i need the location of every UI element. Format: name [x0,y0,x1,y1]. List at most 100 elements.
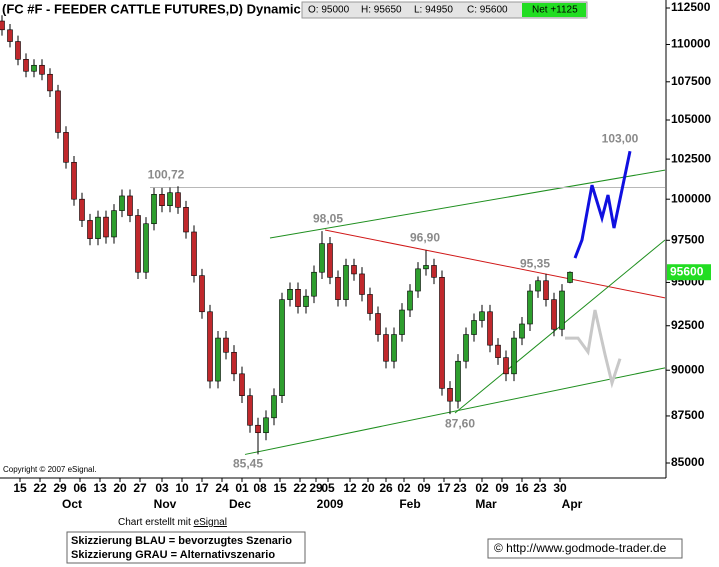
candle-body [335,277,341,300]
candle-body [303,295,309,307]
last-price-box [667,264,711,281]
x-tick-label: 05 [321,481,335,495]
y-tick-label: 110000 [671,37,711,51]
annotation-label: 95,35 [520,257,550,271]
candle-body [223,337,229,353]
candle-body [471,320,477,335]
y-tick-label: 97500 [671,232,705,246]
candle-body [239,373,245,396]
y-tick-label: 87500 [671,408,705,422]
x-tick-label: 20 [361,481,375,495]
candle-body [535,280,541,292]
y-tick-label: 92500 [671,318,705,332]
candle-body [527,290,533,325]
source: © http://www.godmode-trader.de [494,541,667,555]
candle-body [543,280,549,300]
annotation-label: 100,72 [148,168,185,182]
candle-body [183,207,189,233]
candle-body [439,277,445,389]
candle-body [495,344,501,358]
x-tick-label: 15 [273,481,287,495]
month-label: Dec [229,497,251,511]
x-tick-label: 20 [113,481,127,495]
candle-body [87,220,93,239]
candle-body [279,299,285,396]
candle-body [319,243,325,273]
x-tick-label: 09 [495,481,509,495]
legend-note: Skizzierung BLAU = bevorzugtes Szenario [71,535,292,547]
last-price-label: 95600 [670,264,704,278]
x-tick-label: 10 [175,481,189,495]
x-tick-label: 03 [155,481,169,495]
y-tick-label: 102500 [671,151,711,165]
candle-body [375,313,381,335]
candle-body [247,395,253,426]
candle-body [199,275,205,313]
y-tick-label: 85000 [671,455,705,469]
trend-line [565,309,622,389]
source-box [487,538,683,559]
x-tick-label: 02 [475,481,489,495]
legend-notes-box [66,531,306,564]
trend-line [244,367,666,455]
y-tick-label: 112500 [671,0,711,14]
copyright: Copyright © 2007 eSignal. [3,465,97,474]
candle-body [263,417,269,434]
candle-body [255,424,261,434]
candle-body [0,20,5,31]
candle-body [271,395,277,419]
candle-body [447,388,453,402]
candle-body [23,59,29,72]
candle-body [15,41,21,60]
month-label: 2009 [317,497,344,511]
chart-title: (FC #F - FEEDER CATTLE FUTURES,D) Dynami… [2,1,304,16]
x-tick-label: 16 [515,481,529,495]
y-tick-label: 105000 [671,112,711,126]
trend-line [573,150,632,259]
candle-body [487,311,493,346]
candle-body [175,192,181,208]
candle-body [231,351,237,375]
candle-body [103,216,109,238]
quote-open: O: 95000 [308,5,350,16]
quote-low: L: 94950 [414,5,453,16]
candle-body [551,299,557,330]
candle-body [295,289,301,307]
annotation-label: 87,60 [445,416,475,430]
credit-prefix: Chart erstellt mit [118,517,194,528]
x-tick-label: 01 [235,481,249,495]
y-tick-label: 90000 [671,362,705,376]
quote-box: O: 95000 H: 95650 L: 94950 C: 95600 Net … [301,1,588,19]
x-tick-label: 29 [53,481,67,495]
trend-line [269,169,666,239]
candle-body [359,273,365,295]
candle-body [215,337,221,382]
candle-body [111,210,117,238]
candle-body [479,311,485,321]
annotation-label: 98,05 [313,211,343,225]
candle-body [311,271,317,297]
candle-body [455,360,461,402]
candle-body [287,289,293,300]
candle-body [399,309,405,335]
candle-body [159,194,165,206]
candle-body [207,311,213,382]
candle-body [151,194,157,225]
legend-note: Skizzierung GRAU = Alternativszenario [71,549,275,561]
x-tick-label: 23 [533,481,547,495]
candle-body [343,265,349,300]
x-tick-label: 23 [453,481,467,495]
candle-body [71,161,77,200]
x-tick-label: 09 [417,481,431,495]
month-label: Nov [154,497,177,511]
credit-link[interactable]: eSignal [194,517,227,528]
x-tick-label: 13 [93,481,107,495]
x-tick-label: 29 [309,481,323,495]
candle-body [423,265,429,270]
month-label: Mar [475,497,497,511]
candle-body [327,243,333,278]
net-box [522,3,586,17]
x-tick-label: 08 [253,481,267,495]
candle-body [391,334,397,362]
